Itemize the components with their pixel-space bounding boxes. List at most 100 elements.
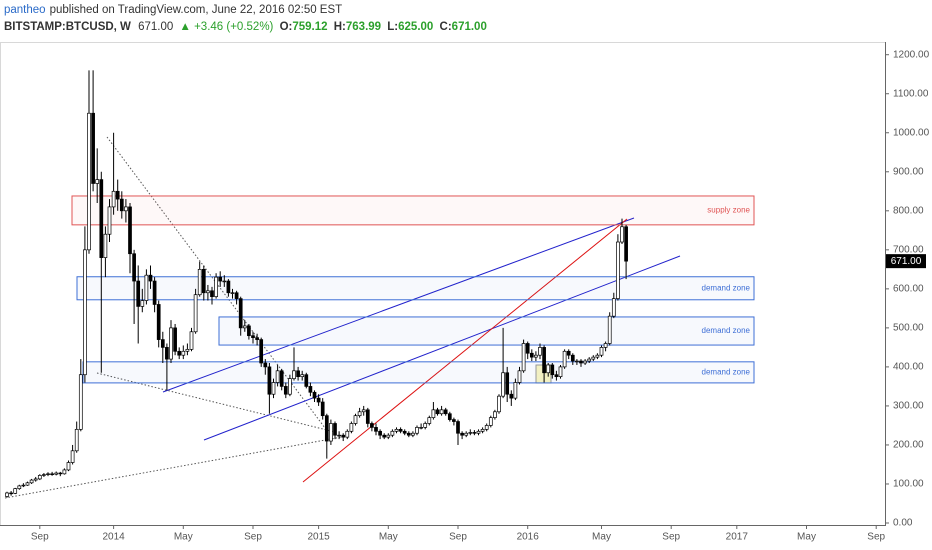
candle-body (493, 411, 497, 418)
candle-body (9, 492, 13, 495)
y-tick-label: 400.00 (893, 362, 924, 373)
candle-body (193, 294, 198, 333)
candle-body (456, 421, 460, 434)
candle-body (140, 300, 145, 307)
author[interactable]: pantheo (4, 4, 46, 16)
candle-body (406, 432, 411, 436)
dotted-trend (106, 136, 326, 429)
candle-body (402, 430, 407, 434)
candle-body (115, 190, 120, 200)
y-tick-label: 1200.00 (893, 49, 930, 60)
close-value: 671.00 (452, 21, 487, 33)
candle-body (447, 413, 452, 420)
y-tick-label: 900.00 (893, 166, 924, 177)
candle-body (505, 372, 510, 395)
candle-body (529, 352, 534, 358)
drawings (4, 136, 681, 499)
candle-body (472, 432, 477, 434)
y-tick-label: 700.00 (893, 244, 924, 255)
close-key: C: (440, 21, 452, 33)
candle-body (33, 478, 38, 481)
candle-body (349, 423, 354, 432)
high-value: 763.99 (346, 21, 381, 33)
candle-body (46, 473, 50, 475)
candle-body (58, 472, 63, 475)
candle-body (353, 415, 358, 424)
candle-body (25, 482, 30, 486)
candle-body (607, 315, 612, 344)
candle-body (160, 339, 165, 348)
candle-body (128, 206, 132, 255)
candle-body (177, 350, 182, 356)
candle-body (37, 475, 42, 480)
candle-body (599, 347, 604, 356)
zone (218, 316, 755, 346)
open-value: 759.12 (292, 21, 327, 33)
x-tick-label: May (174, 532, 193, 543)
candle-body (119, 198, 124, 212)
zone-label: supply zone (707, 206, 750, 215)
candle-body (54, 472, 59, 475)
y-tick-label: 1000.00 (893, 127, 930, 138)
y-tick-label: 500.00 (893, 323, 924, 334)
candle-body (460, 432, 464, 436)
zone-label: demand zone (702, 326, 751, 335)
x-tick-label: May (379, 532, 398, 543)
candle-body (345, 430, 350, 438)
candle-body (570, 354, 575, 362)
candle-body (283, 386, 288, 395)
red-trend (302, 218, 628, 483)
candle-body (591, 356, 596, 360)
candle-body (62, 469, 67, 475)
candle-body (501, 372, 505, 397)
candle-body (29, 479, 34, 484)
zone (82, 361, 755, 384)
candle-body (136, 280, 141, 307)
candle-body (624, 226, 628, 262)
candle-body (230, 292, 235, 294)
zone (76, 276, 755, 301)
candle-body (509, 393, 514, 399)
candle-body (144, 274, 149, 301)
candle-body (521, 343, 526, 372)
x-tick-label: Sep (662, 532, 680, 543)
zone-label: demand zone (702, 367, 751, 376)
candle-body (173, 327, 177, 352)
candle-body (316, 397, 321, 403)
candle-body (452, 419, 456, 422)
candle-body (550, 364, 555, 376)
high-key: H: (334, 21, 346, 33)
dotted-trend (4, 436, 343, 499)
candle-body (320, 401, 325, 417)
candle-body (13, 488, 18, 494)
candle-body (271, 382, 276, 395)
open-key: O: (280, 21, 293, 33)
x-tick-label: May (592, 532, 611, 543)
candle-body (181, 350, 186, 356)
candle-body (382, 434, 387, 438)
y-tick-label: 800.00 (893, 205, 924, 216)
candle-body (390, 430, 395, 436)
candle-body (308, 386, 313, 393)
candle-body (17, 485, 22, 490)
candle-body (324, 415, 329, 442)
candle-body (357, 411, 362, 417)
candle-body (74, 428, 79, 452)
candle-body (5, 492, 9, 497)
candle-body (91, 112, 95, 184)
candle-body (83, 249, 87, 376)
candle-body (259, 339, 264, 364)
x-tick-label: May (797, 532, 816, 543)
candle-body (238, 298, 243, 329)
candle-body (398, 428, 403, 432)
candle-body (415, 427, 419, 434)
candle-body (361, 409, 366, 413)
x-tick-label: 2014 (102, 532, 125, 543)
candle-body (156, 304, 161, 340)
candle-body (374, 427, 378, 432)
candle-body (464, 432, 469, 436)
candle-body (99, 179, 104, 258)
published: published on TradingView.com, June 22, 2… (50, 4, 343, 16)
candle-body (534, 354, 538, 358)
